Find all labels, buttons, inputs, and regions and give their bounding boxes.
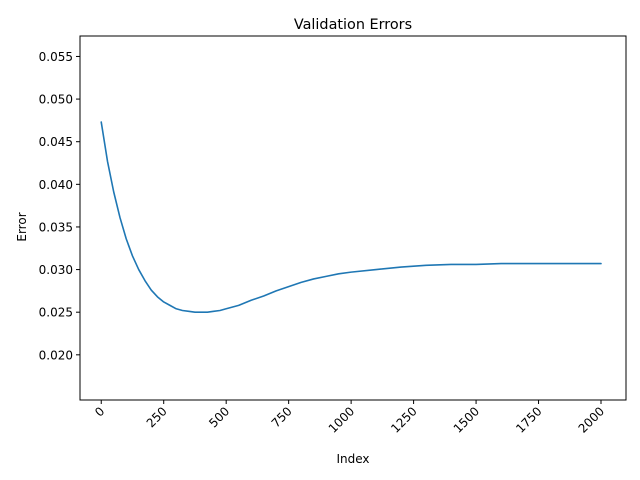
y-tick-label: 0.055 <box>39 50 73 64</box>
y-tick-label: 0.050 <box>39 93 73 107</box>
x-axis-label: Index <box>336 452 369 466</box>
chart-title: Validation Errors <box>294 17 412 33</box>
y-tick-label: 0.025 <box>39 306 73 320</box>
plot-frame <box>79 35 627 401</box>
y-tick-label: 0.045 <box>39 135 73 149</box>
series-layer <box>100 121 602 314</box>
series-line <box>100 121 602 314</box>
y-tick-label: 0.040 <box>39 178 73 192</box>
y-axis-label: Error <box>15 212 29 241</box>
y-tick-label: 0.035 <box>39 220 73 234</box>
plot-area <box>79 35 627 401</box>
y-tick-label: 0.030 <box>39 263 73 277</box>
y-tick-label: 0.020 <box>39 348 73 362</box>
y-axis: 0.020 0.025 0.030 0.035 0.040 0.045 0.050 0.055 <box>39 50 80 362</box>
